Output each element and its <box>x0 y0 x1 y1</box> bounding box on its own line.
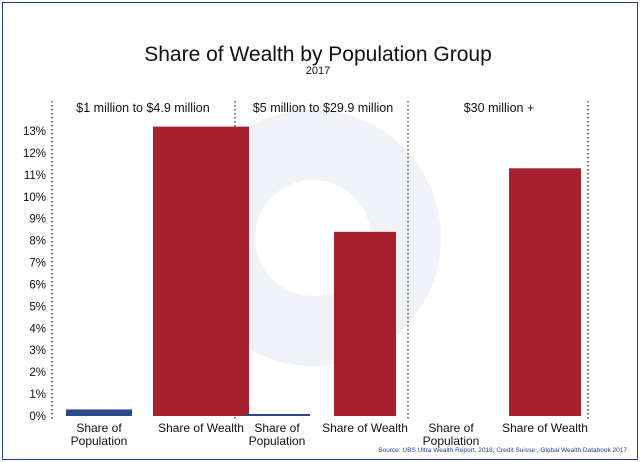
category-label: Share of Wealth <box>502 421 588 435</box>
bar-share-of-wealth <box>153 126 249 416</box>
y-tick-label: 5% <box>29 301 46 313</box>
y-tick-label: 7% <box>29 258 46 270</box>
bar-share-of-population <box>66 409 132 416</box>
group-label: $1 million to $4.9 million <box>76 101 209 115</box>
group-label: $5 million to $29.9 million <box>253 101 393 115</box>
bar-share-of-wealth <box>334 231 396 416</box>
category-label: Population <box>423 434 480 448</box>
y-tick-label: 4% <box>29 323 46 335</box>
y-tick-label: 12% <box>23 148 46 160</box>
category-label: Share of <box>254 421 300 435</box>
y-tick-label: 0% <box>29 411 46 423</box>
category-label: Share of Wealth <box>158 421 244 435</box>
y-tick-label: 11% <box>24 170 46 182</box>
y-tick-label: 2% <box>29 367 46 379</box>
y-tick-label: 10% <box>23 192 46 204</box>
bar-share-of-wealth <box>509 168 581 416</box>
source-note: Source: UBS Ultra Wealth Report, 2018, C… <box>378 447 627 454</box>
chart-title: Share of Wealth by Population Group <box>144 43 492 66</box>
y-tick-label: 8% <box>29 236 46 248</box>
category-label: Share of <box>76 421 122 435</box>
y-tick-label: 6% <box>29 279 46 291</box>
y-tick-label: 9% <box>29 214 46 226</box>
chart-subtitle: 2017 <box>306 65 330 77</box>
category-label: Share of Wealth <box>322 421 408 435</box>
y-tick-label: 1% <box>29 389 46 401</box>
category-label: Share of <box>428 421 474 435</box>
category-label: Population <box>249 434 306 448</box>
bar-share-of-population <box>244 414 310 416</box>
category-label: Population <box>71 434 128 448</box>
chart: Share of Wealth by Population Group 2017… <box>23 43 627 454</box>
y-tick-label: 3% <box>29 345 46 357</box>
group-label: $30 million + <box>464 101 535 115</box>
y-tick-label: 13% <box>23 126 46 138</box>
